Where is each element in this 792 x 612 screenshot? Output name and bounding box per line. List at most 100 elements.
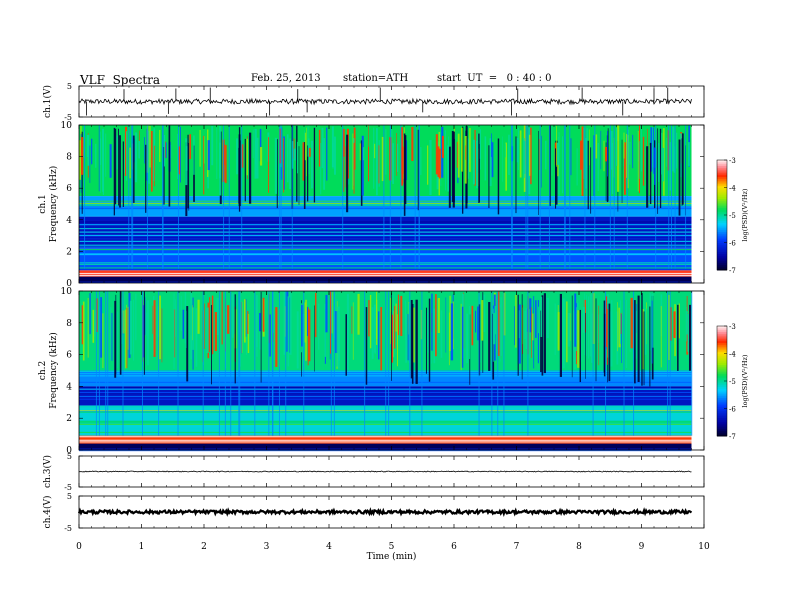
y-tick-label: -5 [64, 113, 72, 122]
sferic-streak [84, 125, 86, 269]
colorbar-tick-label: -7 [729, 433, 736, 441]
colorbar-step [717, 182, 727, 185]
colorbar-step [717, 204, 727, 207]
sferic-streak [472, 139, 476, 185]
psd-band [79, 276, 692, 283]
sferic-streak [413, 307, 415, 363]
sferic-streak [505, 142, 507, 191]
colorbar-step [717, 161, 727, 165]
sferic-streak [592, 291, 594, 436]
sferic-streak [127, 306, 129, 350]
colorbar-step [717, 257, 727, 260]
sferic-streak [670, 307, 672, 341]
sferic-streak [525, 308, 528, 349]
sferic-streak [256, 307, 258, 357]
sferic-streak [676, 144, 678, 166]
sferic-streak [241, 144, 244, 168]
sferic-streak [584, 125, 586, 269]
colorbar-step [717, 187, 727, 190]
sferic-streak [450, 303, 454, 361]
sferic-streak [527, 125, 529, 269]
sferic-streak [209, 297, 211, 352]
colorbar-step [717, 353, 727, 356]
y-tick-label: 5 [67, 492, 72, 501]
sferic-streak [107, 291, 109, 436]
sferic-streak [329, 291, 332, 354]
sferic-streak [620, 312, 622, 334]
sferic-streak [177, 291, 179, 436]
colorbar-step [717, 348, 727, 351]
colorbar-step [717, 430, 727, 433]
sferic-streak [114, 300, 117, 378]
colorbar-step [717, 412, 727, 415]
sferic-streak [524, 311, 527, 340]
colorbar-step [717, 202, 727, 205]
psd-line [79, 244, 692, 246]
sferic-streak [162, 125, 164, 269]
sferic-streak [651, 293, 654, 348]
sferic-streak [545, 140, 547, 170]
sferic-streak [99, 131, 101, 194]
sferic-streak [185, 310, 187, 349]
sferic-streak [296, 125, 298, 202]
sferic-streak [343, 133, 345, 192]
sferic-streak [378, 140, 380, 187]
sferic-streak [98, 125, 100, 192]
sferic-streak [514, 306, 515, 346]
sferic-streak [82, 301, 85, 361]
sferic-streak [193, 135, 195, 175]
sferic-streak [678, 139, 681, 216]
colorbar-step [717, 397, 727, 400]
sferic-streak [585, 294, 587, 356]
sferic-streak [105, 133, 107, 177]
sferic-streak [603, 313, 606, 377]
sferic-streak [605, 296, 608, 347]
sferic-streak [561, 136, 563, 194]
sferic-streak [239, 291, 241, 436]
colorbar-step [717, 171, 727, 174]
colorbar-step [717, 368, 727, 371]
colorbar-step [717, 388, 727, 391]
sferic-streak [628, 129, 630, 179]
sferic-streak [286, 134, 289, 183]
sferic-streak [235, 138, 239, 175]
psd-line [79, 231, 692, 233]
sferic-streak [497, 291, 500, 356]
sferic-streak [397, 314, 398, 367]
colorbar-step [717, 419, 727, 422]
sferic-streak [635, 310, 637, 359]
colorbar-step [717, 381, 727, 384]
sferic-streak [407, 314, 410, 361]
sferic-streak [673, 311, 676, 338]
colorbar-step [717, 395, 727, 398]
sferic-streak [481, 300, 484, 341]
sferic-streak [460, 127, 463, 172]
sferic-streak [246, 138, 249, 176]
sferic-streak [259, 128, 262, 162]
sferic-streak [138, 140, 141, 159]
sferic-streak [315, 292, 317, 338]
sferic-streak [238, 291, 240, 436]
sferic-streak [311, 140, 314, 189]
sferic-streak [305, 299, 307, 361]
sferic-streak [116, 311, 118, 369]
sferic-streak [494, 305, 497, 335]
sferic-streak [680, 133, 682, 178]
sferic-streak [559, 293, 562, 377]
sferic-streak [471, 305, 474, 346]
sferic-streak [608, 303, 611, 382]
colorbar-step [717, 260, 727, 264]
sferic-streak [102, 128, 104, 192]
psd-line [79, 253, 692, 255]
colorbar-step [717, 340, 727, 343]
sferic-streak [185, 146, 188, 171]
sferic-streak [525, 125, 527, 269]
sferic-streak [575, 307, 577, 352]
sferic-streak [393, 294, 395, 358]
sferic-streak [353, 127, 356, 170]
colorbar-step [717, 224, 727, 227]
sferic-streak [371, 307, 374, 359]
colorbar-step [717, 399, 727, 402]
sferic-streak [206, 307, 209, 354]
sferic-streak [405, 300, 406, 341]
